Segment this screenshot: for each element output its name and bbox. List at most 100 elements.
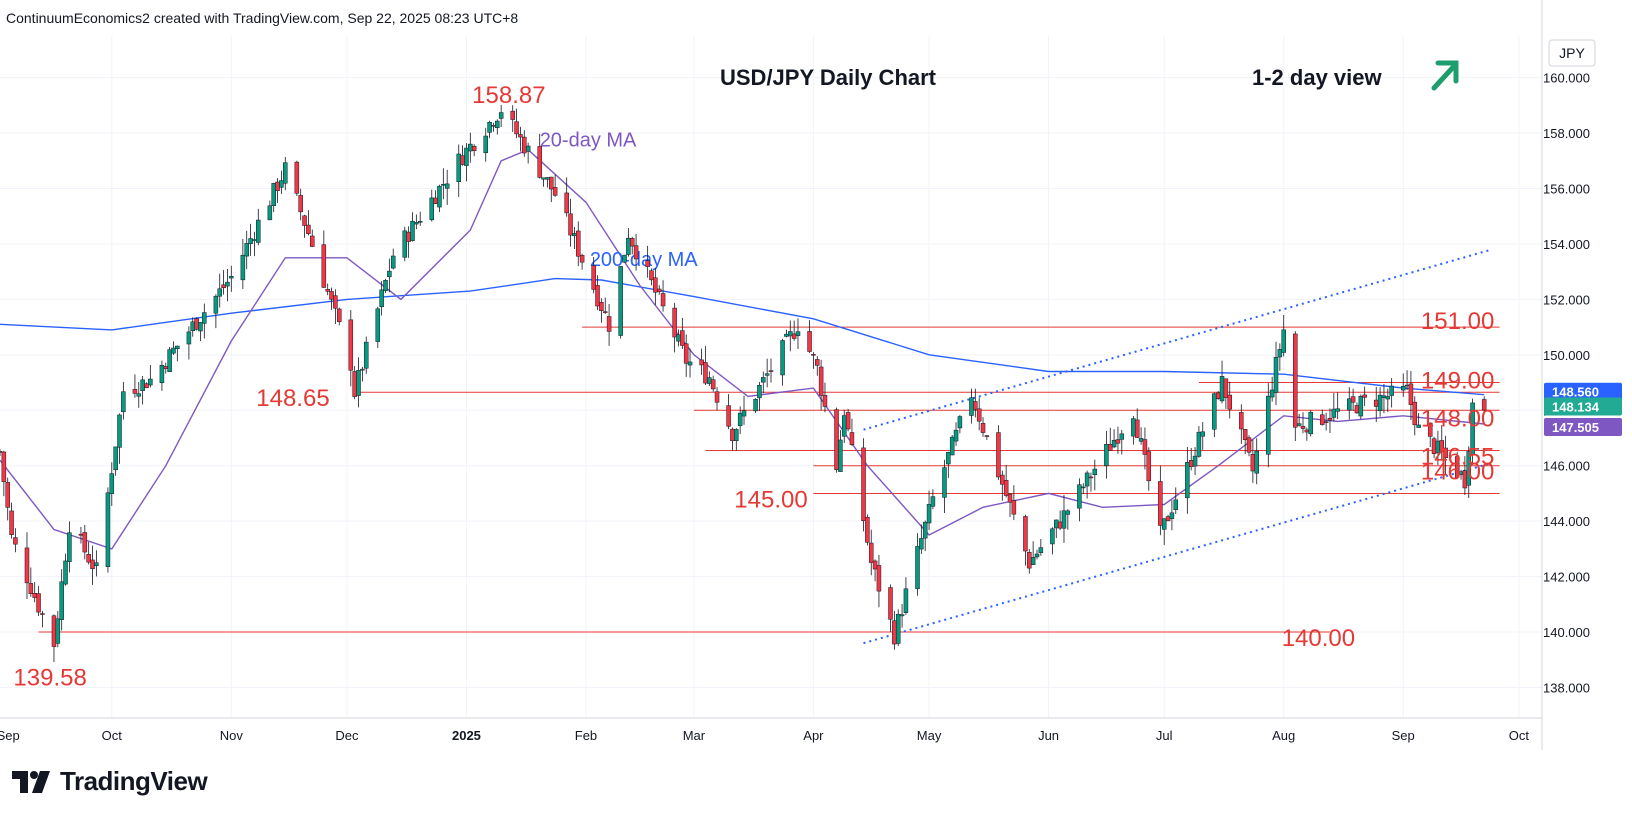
candle-body: [1092, 468, 1098, 476]
candle-body: [1057, 521, 1063, 529]
candle: [1408, 370, 1414, 420]
candle: [1104, 430, 1109, 479]
y-tick-label: 160.000: [1543, 71, 1590, 86]
candle: [764, 358, 770, 388]
candle: [707, 371, 712, 387]
candle-body: [1027, 552, 1032, 569]
candle: [741, 395, 747, 425]
candle-body: [67, 532, 72, 562]
candle: [818, 359, 824, 411]
candle: [1404, 370, 1410, 390]
candle: [1254, 438, 1259, 485]
candle-body: [1304, 429, 1310, 433]
candle: [1454, 452, 1460, 480]
y-tick-label: 140.000: [1543, 625, 1590, 640]
candle-body: [229, 276, 234, 279]
candle: [1389, 378, 1394, 408]
candle: [606, 304, 612, 346]
chart-title: USD/JPY Daily Chart: [720, 65, 937, 90]
candle-body: [672, 307, 677, 338]
candle-body: [1331, 408, 1337, 418]
candle-body: [868, 542, 874, 563]
candle: [40, 610, 45, 628]
candle-body: [1385, 396, 1391, 400]
candle: [487, 120, 492, 139]
candle-body: [1443, 447, 1448, 458]
candle-body: [387, 270, 392, 278]
candle: [117, 413, 122, 464]
candle: [1242, 429, 1248, 454]
candle: [1412, 396, 1418, 436]
candle: [699, 348, 704, 375]
candle-body: [1173, 499, 1179, 510]
candle-body: [714, 391, 720, 403]
up-arrow-icon: [1431, 60, 1459, 91]
candle: [645, 245, 650, 278]
candle-body: [213, 295, 219, 314]
candle: [996, 425, 1001, 480]
candle: [1296, 413, 1302, 427]
candle-body: [514, 121, 519, 135]
candle: [926, 490, 932, 531]
candle-body: [167, 349, 172, 372]
candle: [414, 214, 419, 230]
level-lines: [38, 326, 1500, 633]
level-label: 139.58: [13, 665, 86, 692]
candle-body: [55, 618, 61, 644]
candle: [976, 397, 982, 431]
candle-body: [845, 412, 851, 430]
candle-body: [279, 180, 284, 188]
x-tick-label: Jul: [1156, 728, 1173, 743]
candle-body: [32, 593, 37, 598]
candle-body: [406, 231, 411, 242]
candle-body: [564, 192, 569, 214]
candle-body: [383, 280, 388, 292]
candle: [63, 553, 68, 586]
candle-body: [267, 205, 273, 221]
candle: [602, 297, 608, 314]
candle: [1331, 392, 1337, 422]
candle-body: [1, 451, 7, 482]
candle-body: [1084, 472, 1090, 487]
candle-body: [321, 244, 327, 288]
candle-body: [1107, 443, 1113, 451]
candle-body: [1007, 493, 1013, 503]
tradingview-logo[interactable]: TradingView: [12, 766, 208, 797]
candle-body: [40, 613, 45, 615]
x-tick-label: Dec: [335, 728, 359, 743]
candle: [333, 289, 338, 324]
candle-body: [707, 377, 712, 384]
candle-body: [815, 359, 820, 366]
candle-body: [221, 284, 226, 289]
candle: [171, 341, 176, 355]
candle-body: [144, 383, 149, 389]
candle-body: [402, 230, 408, 258]
candle-body: [1030, 557, 1036, 566]
candle: [1173, 487, 1179, 514]
candle-body: [980, 423, 986, 433]
candle-body: [487, 122, 492, 133]
candle-body: [930, 496, 936, 507]
candle-body: [919, 538, 924, 550]
candle-body: [1481, 399, 1487, 411]
candle-body: [63, 560, 68, 585]
candle-body: [198, 322, 203, 332]
x-tick-label: Feb: [575, 728, 597, 743]
tradingview-brand: TradingView: [60, 766, 208, 796]
candle: [1239, 404, 1244, 444]
candle: [1023, 514, 1028, 566]
candle-body: [768, 370, 774, 372]
candle-body: [1215, 392, 1221, 400]
candle: [94, 550, 99, 577]
candle: [1165, 514, 1171, 522]
candle-body: [1266, 395, 1271, 455]
candle-body: [163, 366, 169, 369]
level-label: 146.00: [1421, 459, 1494, 486]
candle-body: [333, 295, 338, 309]
y-tick-label: 146.000: [1543, 459, 1590, 474]
candle: [861, 438, 866, 532]
candle: [190, 317, 195, 337]
level-label: 146.55: [1421, 443, 1494, 470]
candle-body: [973, 401, 978, 410]
candle: [1427, 422, 1433, 448]
